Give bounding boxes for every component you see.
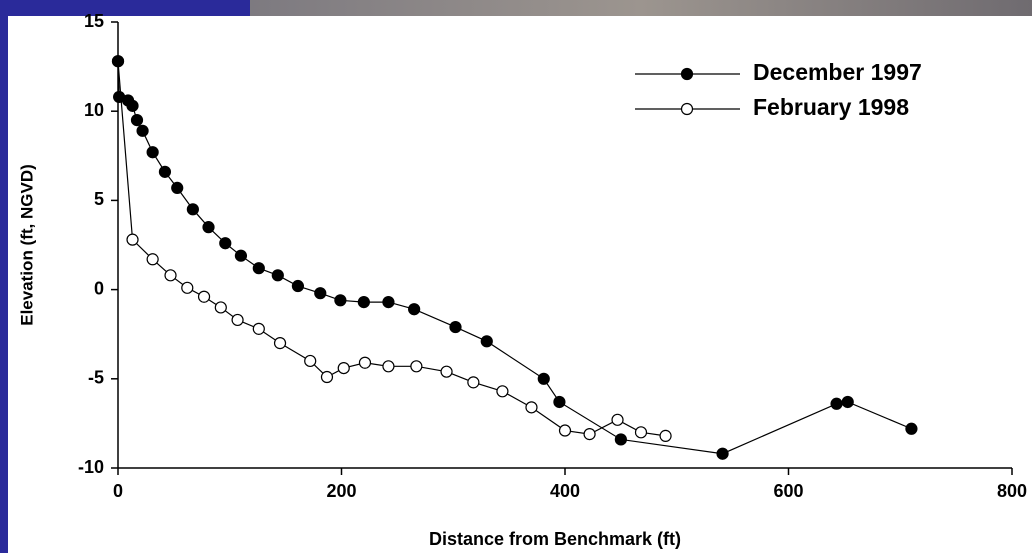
data-point xyxy=(158,165,172,178)
data-point xyxy=(410,360,423,373)
data-point xyxy=(558,424,572,437)
data-point xyxy=(126,233,139,246)
data-point xyxy=(449,320,462,334)
data-point xyxy=(337,361,350,375)
legend-label: December 1997 xyxy=(753,59,922,85)
y-axis-label: Elevation (ft, NGVD) xyxy=(17,164,36,326)
data-point xyxy=(583,428,596,441)
x-tick-label: 200 xyxy=(326,481,356,501)
data-point xyxy=(496,385,509,398)
data-point xyxy=(537,372,550,385)
data-point xyxy=(164,269,177,282)
x-axis-label: Distance from Benchmark (ft) xyxy=(429,529,681,549)
data-point xyxy=(611,413,624,426)
y-tick-label: -10 xyxy=(78,457,104,477)
data-point xyxy=(146,146,159,159)
data-point xyxy=(357,295,370,309)
data-point xyxy=(252,262,265,275)
data-point xyxy=(231,313,244,327)
x-tick-label: 600 xyxy=(773,481,803,501)
banner-blue xyxy=(0,0,250,16)
data-point xyxy=(320,370,334,384)
data-point xyxy=(273,337,287,350)
side-blue xyxy=(0,0,8,553)
data-point xyxy=(111,55,125,68)
legend-marker xyxy=(680,102,694,116)
data-point xyxy=(219,237,232,250)
data-point xyxy=(634,426,648,439)
data-point xyxy=(314,287,327,300)
y-tick-label: -5 xyxy=(88,368,104,388)
data-point xyxy=(271,269,284,282)
data-point xyxy=(716,447,729,460)
data-point xyxy=(186,203,199,216)
data-point xyxy=(197,290,211,303)
legend-marker xyxy=(680,67,694,81)
data-point xyxy=(181,281,194,294)
data-point xyxy=(440,365,453,378)
data-point xyxy=(130,114,144,127)
data-point xyxy=(334,294,347,307)
data-point xyxy=(408,303,421,316)
data-point xyxy=(304,354,317,368)
data-point xyxy=(358,356,372,369)
legend-label: February 1998 xyxy=(753,94,909,120)
data-point xyxy=(830,397,843,410)
data-point xyxy=(146,253,159,266)
y-tick-label: 10 xyxy=(84,100,104,120)
data-point xyxy=(234,249,248,262)
x-tick-label: 800 xyxy=(997,481,1027,501)
data-point xyxy=(841,395,854,409)
banner-texture xyxy=(250,0,1032,16)
data-point xyxy=(382,360,395,373)
data-point xyxy=(382,295,395,309)
data-point xyxy=(614,433,627,446)
data-point xyxy=(126,99,139,112)
data-point xyxy=(659,429,672,442)
data-point xyxy=(214,301,227,314)
data-point xyxy=(553,395,566,409)
y-tick-label: 5 xyxy=(94,189,104,209)
x-tick-label: 0 xyxy=(113,481,123,501)
data-point xyxy=(252,322,265,335)
data-point xyxy=(480,335,493,348)
y-tick-label: 0 xyxy=(94,278,104,298)
data-point xyxy=(525,401,538,414)
data-point xyxy=(136,124,149,137)
x-tick-label: 400 xyxy=(550,481,580,501)
data-point xyxy=(171,181,184,195)
data-point xyxy=(467,376,480,389)
data-point xyxy=(202,221,215,234)
data-point xyxy=(905,422,918,435)
y-tick-label: 15 xyxy=(84,11,104,31)
data-point xyxy=(291,279,305,293)
